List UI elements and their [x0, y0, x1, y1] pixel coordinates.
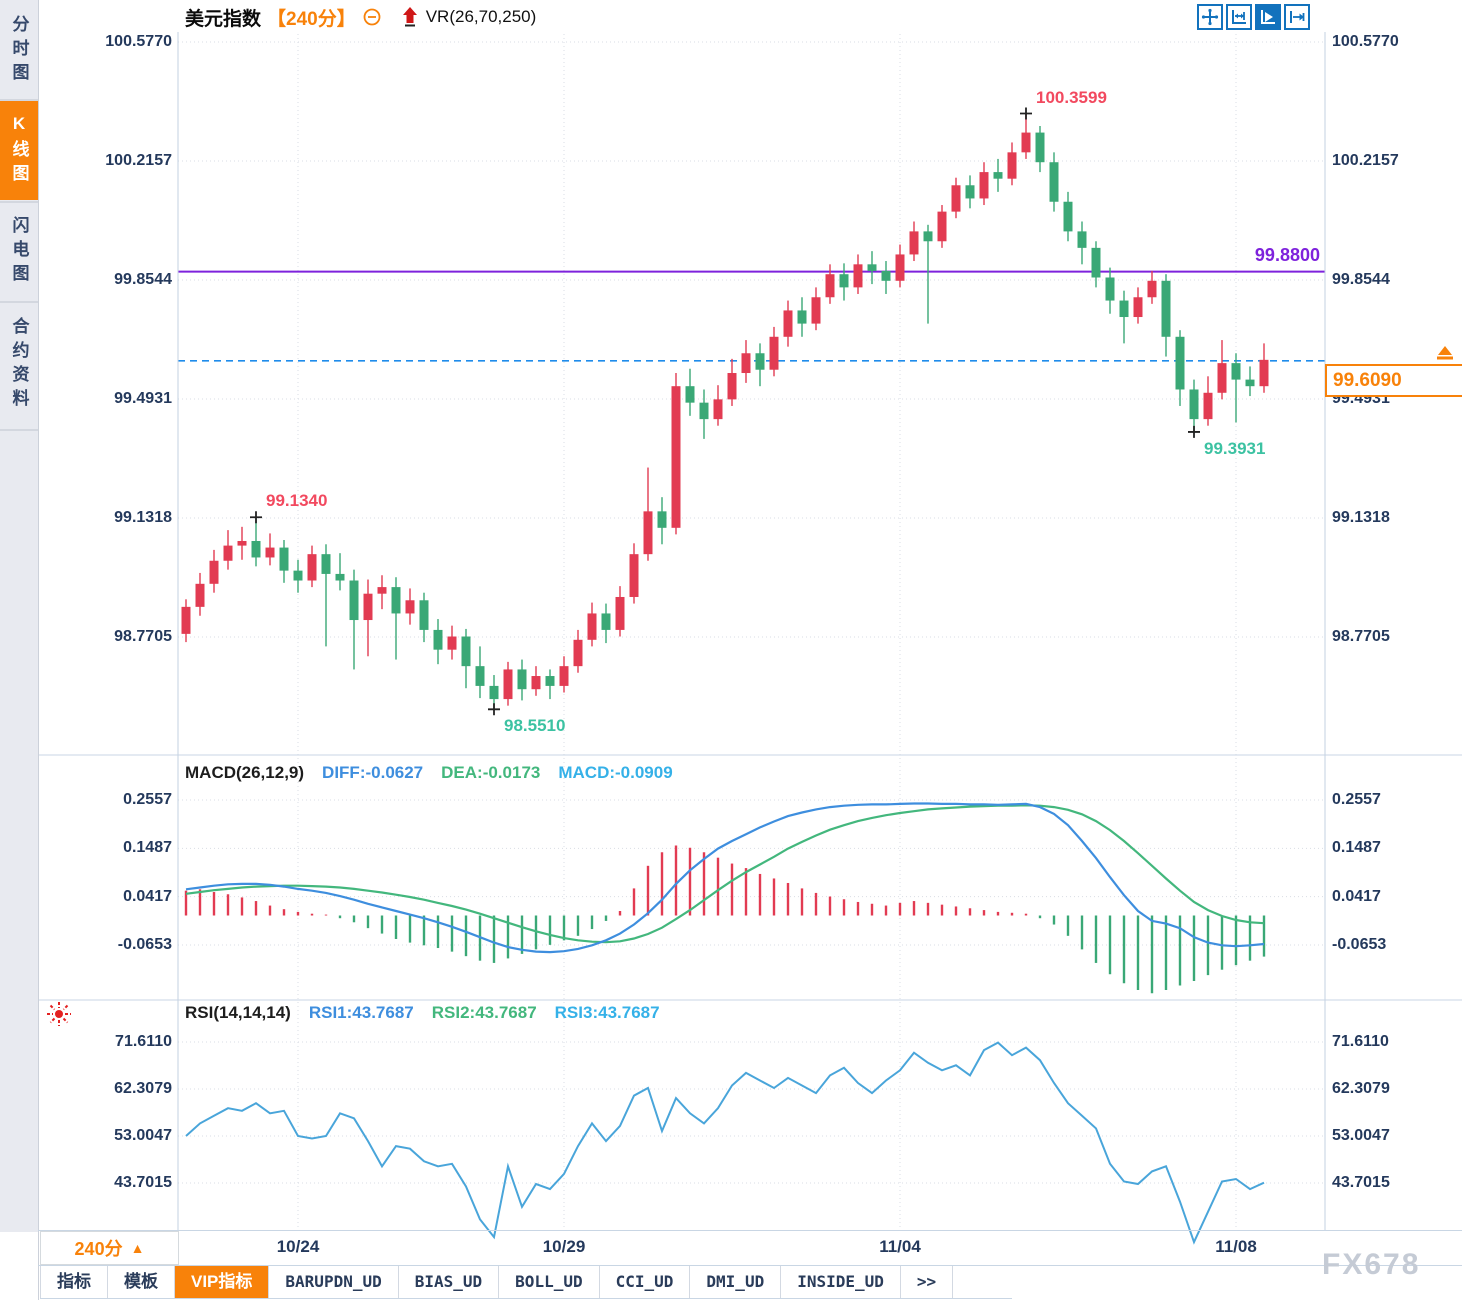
sidebar: 分时图 K线图闪电图合约资料: [0, 0, 39, 1232]
y-tick-label: 100.2157: [1332, 152, 1399, 169]
crosshair-icon[interactable]: [1197, 4, 1223, 30]
pan-right-icon[interactable]: [1284, 4, 1310, 30]
x-axis-label: 11/04: [879, 1237, 921, 1256]
y-tick-label: 99.8544: [1332, 271, 1390, 288]
price-annotation: 100.3599: [1036, 87, 1107, 107]
y-tick-label: 0.1487: [1332, 839, 1381, 857]
y-tick-label: 99.1318: [1332, 509, 1390, 526]
y-tick-label: 43.7015: [114, 1174, 172, 1191]
y-tick-label: 100.5770: [1332, 33, 1399, 50]
chart-toolbar: [1197, 4, 1310, 30]
vr-arrow-icon: [400, 6, 420, 28]
macd-header: MACD(26,12,9) DIFF:-0.0627 DEA:-0.0173 M…: [185, 763, 673, 783]
x-axis-label: 11/08: [1215, 1237, 1257, 1256]
y-tick-label: 0.0417: [123, 887, 172, 905]
tab-bias-ud[interactable]: BIAS_UD: [399, 1266, 500, 1299]
price-annotation: 98.5510: [504, 716, 566, 736]
price-annotation: 99.3931: [1204, 438, 1266, 458]
macd-title[interactable]: MACD(26,12,9): [185, 763, 305, 782]
tab-dmi-ud[interactable]: DMI_UD: [690, 1266, 782, 1299]
x-axis-label: 10/29: [542, 1237, 586, 1256]
y-tick-label: 62.3079: [1332, 1079, 1390, 1097]
divider: [38, 1230, 1462, 1231]
sidebar-item-0[interactable]: 分时图: [9, 15, 29, 87]
alert-sun-icon[interactable]: [45, 1000, 73, 1033]
rsi-title[interactable]: RSI(14,14,14): [185, 1003, 291, 1022]
sidebar-item-3[interactable]: 合约资料: [9, 317, 29, 413]
triangle-up-icon: ▲: [130, 1240, 145, 1256]
tab-模板[interactable]: 模板: [108, 1266, 175, 1299]
macd-macd-value: MACD:-0.0909: [558, 763, 673, 782]
y-tick-label: 0.1487: [123, 839, 172, 857]
macd-diff-value: DIFF:-0.0627: [322, 763, 424, 782]
watermark: FX678: [1322, 1248, 1421, 1281]
tab-barupdn-ud[interactable]: BARUPDN_UD: [269, 1266, 399, 1299]
y-tick-label: 100.2157: [105, 152, 172, 169]
y-tick-label: 71.6110: [115, 1033, 172, 1050]
rsi3-value: RSI3:43.7687: [554, 1003, 660, 1022]
sidebar-item-2[interactable]: 闪电图: [9, 215, 29, 288]
indicator-tab-bar: 指标 模板 VIP指标 BARUPDN_UD BIAS_UD BOLL_UD CCI_UD D…: [40, 1266, 954, 1299]
sidebar-divider: [0, 99, 38, 101]
hline-label: 99.8800: [1254, 245, 1320, 265]
indicator-label[interactable]: VR(26,70,250): [425, 7, 537, 26]
period-selector-label: 240分: [74, 1239, 123, 1259]
y-tick-label: 100.5770: [105, 33, 172, 50]
sidebar-divider: [0, 201, 38, 203]
x-axis-label: 10/24: [276, 1237, 320, 1256]
y-tick-label: -0.0653: [1332, 936, 1387, 953]
y-tick-label: 0.2557: [123, 791, 172, 808]
symbol-title: 美元指数: [185, 8, 262, 30]
y-tick-label: 53.0047: [1332, 1126, 1390, 1144]
divider: [38, 1265, 1462, 1266]
auto-scale-icon[interactable]: [1255, 4, 1281, 30]
rsi1-value: RSI1:43.7687: [308, 1003, 414, 1022]
period-tag[interactable]: 【240分】: [267, 8, 356, 30]
tab-vip指标[interactable]: VIP指标: [175, 1266, 270, 1299]
rsi2-value: RSI2:43.7687: [431, 1003, 537, 1022]
tab-bar-border: [40, 1298, 1012, 1299]
y-tick-label: 99.8544: [114, 271, 172, 288]
y-tick-label: 98.7705: [114, 628, 172, 645]
y-tick-label: 0.2557: [1332, 791, 1381, 808]
x-scale-icon[interactable]: [1226, 4, 1252, 30]
rsi-header: RSI(14,14,14) RSI1:43.7687 RSI2:43.7687 …: [185, 1003, 660, 1023]
last-price-tag: 99.6090: [1325, 364, 1462, 397]
y-tick-label: 71.6110: [1332, 1033, 1389, 1050]
price-annotation: 99.1340: [266, 491, 328, 511]
y-tick-label: 0.0417: [1332, 887, 1381, 905]
y-tick-label: 99.4931: [114, 390, 172, 407]
tab-boll-ud[interactable]: BOLL_UD: [499, 1266, 600, 1299]
chart-header: 美元指数 【240分】 VR(26,70,250): [185, 2, 536, 32]
price-up-arrow-icon: [1434, 346, 1456, 367]
tab-inside-ud[interactable]: INSIDE_UD: [781, 1266, 901, 1299]
sidebar-item-1[interactable]: K线图: [0, 101, 38, 200]
y-tick-label: -0.0653: [117, 936, 172, 953]
y-tick-label: 98.7705: [1332, 628, 1390, 645]
tab-指标[interactable]: 指标: [41, 1266, 108, 1299]
y-tick-label: 43.7015: [1332, 1174, 1390, 1191]
last-price-value: 99.6090: [1333, 369, 1402, 391]
tab-cci-ud[interactable]: CCI_UD: [600, 1266, 691, 1299]
y-tick-label: 62.3079: [114, 1079, 172, 1097]
collapse-indicator-icon[interactable]: [362, 7, 382, 27]
sidebar-divider: [0, 429, 38, 431]
macd-dea-value: DEA:-0.0173: [441, 763, 541, 782]
period-selector[interactable]: 240分 ▲: [40, 1231, 179, 1265]
y-tick-label: 53.0047: [114, 1126, 172, 1144]
y-tick-label: 99.1318: [114, 509, 172, 526]
tab--[interactable]: >>: [901, 1266, 954, 1299]
sidebar-bottom-corner: [0, 1232, 39, 1300]
sidebar-divider: [0, 301, 38, 303]
